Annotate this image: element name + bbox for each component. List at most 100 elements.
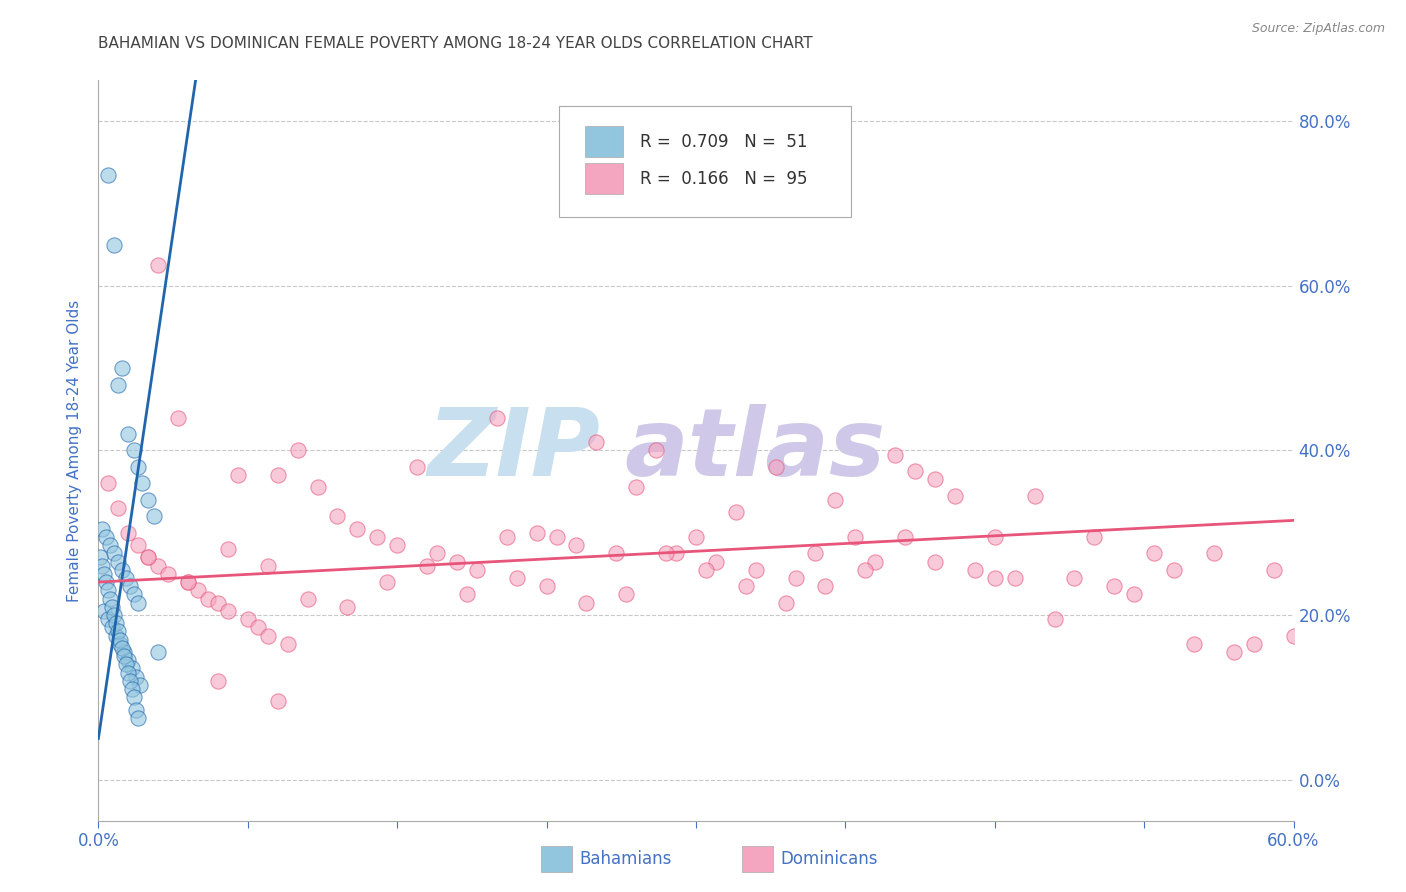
Point (124, 690, 146, 705)
Point (775, 596, 797, 610)
Point (724, 505, 747, 519)
Text: Source: ZipAtlas.com: Source: ZipAtlas.com (1251, 22, 1385, 36)
Point (884, 448, 907, 462)
Text: R =  0.709   N =  51: R = 0.709 N = 51 (640, 133, 807, 151)
Point (256, 558, 278, 573)
Text: atlas: atlas (624, 404, 886, 497)
Point (267, 468, 290, 483)
Point (148, 645, 170, 659)
Point (546, 530, 568, 544)
Point (117, 525, 139, 540)
Y-axis label: Female Poverty Among 18-24 Year Olds: Female Poverty Among 18-24 Year Olds (66, 300, 82, 601)
Point (177, 575, 200, 590)
Point (97, 612, 120, 626)
Point (89, 550, 111, 565)
Point (207, 673, 229, 688)
Point (924, 472, 946, 486)
Point (1223, 645, 1246, 659)
Point (98, 591, 122, 606)
Point (385, 538, 409, 552)
Point (226, 468, 249, 483)
Point (97, 583, 120, 598)
Point (446, 554, 468, 569)
Point (105, 629, 128, 643)
Point (1282, 629, 1305, 643)
Point (765, 459, 787, 474)
Point (1163, 563, 1185, 577)
Point (614, 587, 637, 601)
Point (207, 596, 229, 610)
Point (734, 579, 756, 593)
Text: R =  0.166   N =  95: R = 0.166 N = 95 (640, 169, 807, 187)
Point (704, 554, 727, 569)
Point (91, 522, 114, 536)
Point (127, 711, 149, 725)
Point (853, 563, 876, 577)
Point (103, 607, 125, 622)
Point (124, 587, 146, 601)
Point (103, 546, 125, 560)
Point (267, 694, 290, 708)
Point (1143, 546, 1166, 560)
Point (943, 489, 966, 503)
Point (120, 579, 142, 593)
Point (124, 443, 146, 458)
Point (804, 546, 827, 560)
Point (485, 410, 508, 425)
Point (844, 530, 866, 544)
FancyBboxPatch shape (585, 163, 623, 194)
Point (101, 620, 124, 634)
Point (963, 563, 986, 577)
Point (136, 550, 159, 565)
Text: ZIP: ZIP (427, 404, 600, 497)
Point (1063, 571, 1085, 585)
Point (131, 476, 153, 491)
Point (93, 604, 115, 618)
Point (127, 596, 149, 610)
Point (326, 509, 349, 524)
Point (465, 563, 488, 577)
Point (117, 653, 139, 667)
Point (129, 678, 152, 692)
Point (814, 579, 837, 593)
Point (97, 476, 120, 491)
Point (107, 624, 129, 639)
Point (336, 599, 359, 614)
Point (143, 509, 166, 524)
Point (112, 645, 135, 659)
Point (125, 703, 148, 717)
Point (98, 538, 122, 552)
Point (984, 530, 1007, 544)
Point (416, 558, 439, 573)
Point (103, 237, 125, 252)
Point (197, 591, 219, 606)
Point (115, 657, 138, 672)
Point (148, 259, 170, 273)
Point (605, 546, 627, 560)
Text: Bahamians: Bahamians (579, 850, 672, 868)
Point (626, 480, 648, 494)
Point (745, 563, 768, 577)
Point (125, 670, 148, 684)
Point (96, 530, 118, 544)
Point (865, 554, 887, 569)
Point (1043, 612, 1066, 626)
Point (1004, 571, 1026, 585)
Point (695, 563, 717, 577)
Point (117, 427, 139, 442)
Point (685, 530, 707, 544)
Point (107, 377, 129, 392)
Point (1182, 637, 1205, 651)
Point (111, 640, 134, 655)
Point (121, 681, 143, 696)
Point (536, 579, 558, 593)
Point (495, 530, 517, 544)
Point (93, 566, 115, 581)
Point (110, 632, 132, 647)
Point (665, 546, 688, 560)
Point (287, 443, 309, 458)
Point (111, 361, 134, 376)
Point (177, 575, 200, 590)
Point (1104, 579, 1126, 593)
Point (346, 522, 368, 536)
